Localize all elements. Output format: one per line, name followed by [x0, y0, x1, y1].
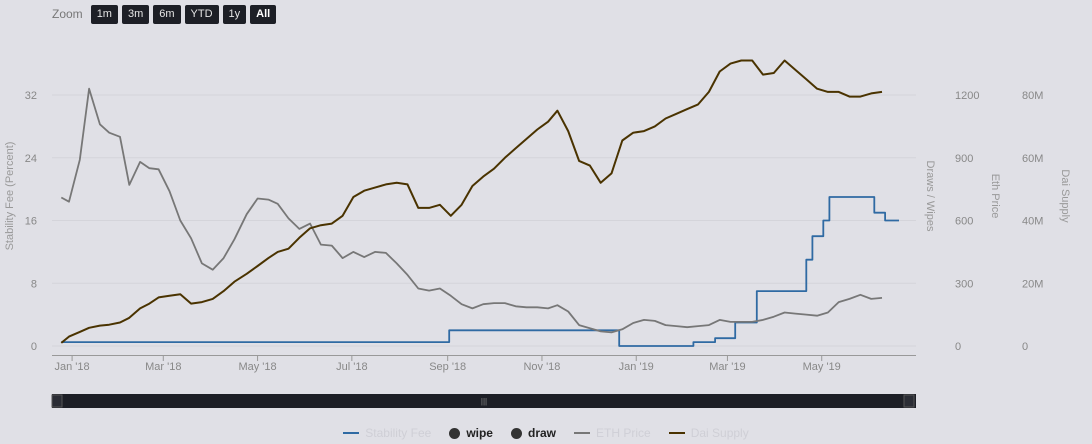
draw-legend-symbol: [510, 427, 522, 439]
dai-supply-tick-label: 0: [1022, 341, 1028, 353]
chart-grid: [52, 94, 916, 347]
zoom-button-1m[interactable]: 1m: [90, 4, 118, 24]
x-tick-label: Sep '18: [429, 361, 466, 373]
legend-label-eth-price: ETH Price: [596, 426, 651, 440]
draws-wipes-tick-label: 0: [955, 341, 961, 353]
stability-fee-tick-label: 0: [31, 341, 37, 353]
chart-legend: Stability Fee wipe draw ETH Price Dai Su…: [0, 424, 1092, 442]
x-tick-label: Jul '18: [336, 361, 367, 373]
draws-wipes-tick-label: 600: [955, 216, 973, 228]
x-tick-label: May '19: [803, 361, 841, 373]
dai-supply-tick-label: 40M: [1022, 216, 1043, 228]
draws-wipes-axis: Draws / Wipes 0 300 600 900 1200: [924, 90, 979, 353]
zoom-bar: Zoom 1m 3m 6m YTD 1y All: [52, 4, 277, 24]
legend-label-stability-fee: Stability Fee: [365, 426, 432, 440]
stability-fee-axis-title: Stability Fee (Percent): [4, 142, 16, 251]
stability-fee-axis: Stability Fee (Percent) 0 8 16 24 32: [4, 90, 37, 353]
draws-wipes-axis-title: Draws / Wipes: [924, 161, 936, 232]
navigator-left-handle[interactable]: [51, 394, 63, 408]
x-tick-label: May '18: [238, 361, 276, 373]
zoom-label: Zoom: [52, 7, 83, 21]
eth-price-line: [60, 87, 883, 334]
eth-price-legend-symbol: [574, 432, 590, 434]
dai-supply-tick-label: 60M: [1022, 153, 1043, 165]
x-axis: Jan '18 Mar '18 May '18 Jul '18 Sep '18 Nov '…: [52, 355, 916, 373]
legend-item-eth-price[interactable]: ETH Price: [574, 426, 651, 440]
x-tick-label: Jan '18: [55, 361, 90, 373]
stability-fee-tick-label: 16: [25, 216, 37, 228]
navigator[interactable]: |||: [51, 394, 916, 408]
legend-label-wipe: wipe: [466, 426, 493, 440]
stability-fee-tick-label: 24: [25, 153, 37, 165]
dai-supply-tick-label: 80M: [1022, 90, 1043, 102]
wipe-legend-symbol: [449, 427, 461, 439]
zoom-button-3m[interactable]: 3m: [121, 4, 150, 24]
x-tick-label: Mar '18: [145, 361, 181, 373]
legend-item-stability-fee[interactable]: Stability Fee: [343, 426, 431, 440]
legend-label-draw: draw: [527, 426, 556, 440]
eth-price-axis-title: Eth Price: [989, 174, 1001, 219]
dai-supply-tick-label: 20M: [1022, 278, 1043, 290]
draws-wipes-tick-label: 1200: [955, 90, 979, 102]
x-tick-label: Jan '19: [619, 361, 654, 373]
dai-supply-line: [60, 59, 883, 344]
zoom-button-1y[interactable]: 1y: [222, 4, 247, 24]
stability-fee-tick-label: 32: [25, 90, 37, 102]
legend-item-draw[interactable]: draw: [510, 426, 556, 440]
series-layer: [60, 59, 899, 347]
dai-supply-legend-symbol: [668, 432, 685, 434]
draws-wipes-tick-label: 300: [955, 278, 973, 290]
legend-item-dai-supply[interactable]: Dai Supply: [668, 426, 749, 440]
draws-wipes-tick-label: 900: [955, 153, 973, 165]
zoom-button-all[interactable]: All: [250, 4, 277, 24]
stability-fee-line: [61, 196, 899, 347]
dai-supply-axis-title: Dai Supply: [1059, 169, 1071, 223]
x-tick-label: Nov '18: [523, 361, 560, 373]
stability-fee-tick-label: 8: [31, 278, 37, 290]
legend-item-wipe[interactable]: wipe: [449, 426, 493, 440]
zoom-button-6m[interactable]: 6m: [153, 4, 181, 24]
navigator-right-handle[interactable]: [903, 394, 915, 408]
eth-price-axis: Eth Price: [989, 174, 1001, 219]
stability-fee-legend-symbol: [343, 432, 360, 434]
navigator-track[interactable]: [52, 394, 916, 408]
legend-label-dai-supply: Dai Supply: [690, 426, 749, 440]
x-tick-label: Mar '19: [709, 361, 745, 373]
navigator-grip[interactable]: |||: [481, 397, 487, 406]
zoom-button-ytd[interactable]: YTD: [184, 4, 219, 24]
dai-supply-axis: Dai Supply 0 20M 40M 60M 80M: [1022, 90, 1071, 353]
